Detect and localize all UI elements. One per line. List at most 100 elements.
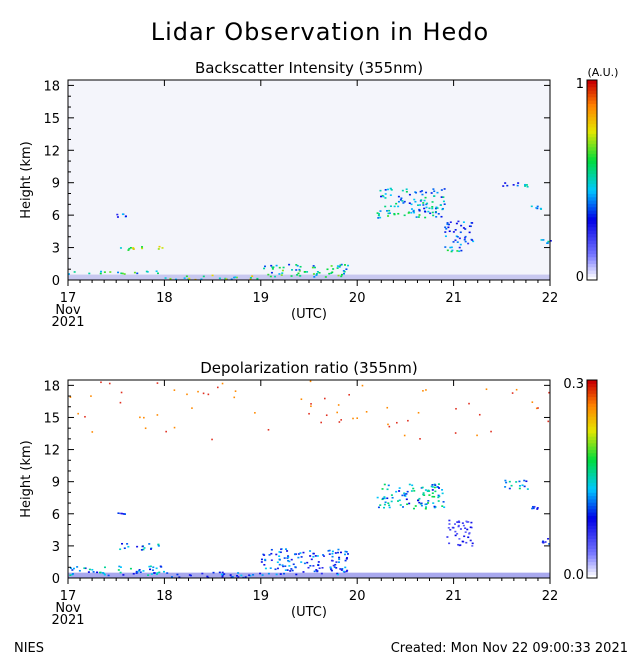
feature-dot xyxy=(164,277,167,279)
y-tick-label: 3 xyxy=(52,540,60,555)
feature-dot xyxy=(434,484,437,486)
feature-11 xyxy=(69,380,550,441)
colorbar-step xyxy=(587,574,597,579)
feature-dot xyxy=(418,209,421,212)
feature-dot xyxy=(386,497,389,500)
feature-dot xyxy=(122,574,125,576)
feature-dot xyxy=(403,434,406,437)
feature-6 xyxy=(376,483,446,510)
feature-1 xyxy=(68,270,159,275)
feature-dot xyxy=(462,524,465,527)
feature-dot xyxy=(312,565,315,567)
feature-dot xyxy=(398,499,401,502)
feature-dot xyxy=(278,558,281,561)
feature-dot xyxy=(411,484,414,487)
feature-dot xyxy=(433,190,436,193)
feature-dot xyxy=(331,552,334,555)
feature-dot xyxy=(401,189,404,192)
feature-dot xyxy=(524,183,527,186)
feature-dot xyxy=(458,544,461,547)
feature-dot xyxy=(458,250,461,253)
colorbar-frame xyxy=(586,79,598,281)
feature-dot xyxy=(468,532,471,534)
feature-dot xyxy=(206,575,209,578)
feature-dot xyxy=(531,507,534,510)
colorbar-step xyxy=(587,243,597,248)
feature-1 xyxy=(69,565,166,577)
feature-dot xyxy=(284,569,287,571)
feature-dot xyxy=(308,412,310,415)
feature-dot xyxy=(393,213,396,216)
feature-dot xyxy=(536,508,539,510)
feature-dot xyxy=(120,272,123,275)
feature-dot xyxy=(138,570,141,572)
feature-dot xyxy=(429,212,432,215)
feature-dot xyxy=(202,275,205,278)
colorbar-step xyxy=(587,505,597,510)
feature-dot xyxy=(537,407,539,409)
feature-dot xyxy=(334,563,337,566)
feature-dot xyxy=(297,556,300,559)
colorbar-step xyxy=(587,488,597,493)
feature-dot xyxy=(287,559,290,562)
feature-dot xyxy=(379,189,382,192)
feature-dot xyxy=(412,210,415,213)
feature-dot xyxy=(416,204,419,206)
colorbar-step xyxy=(587,246,597,251)
colorbar-step xyxy=(587,223,597,228)
feature-dot xyxy=(256,277,259,280)
feature-dot xyxy=(422,202,425,204)
colorbar-step xyxy=(587,183,597,188)
feature-dot xyxy=(153,572,156,574)
x-tick-label: 22 xyxy=(542,589,559,604)
feature-dot xyxy=(331,550,334,553)
feature-dot xyxy=(452,231,455,233)
feature-dot xyxy=(546,242,549,244)
colorbar-min-label: 0 xyxy=(576,270,584,285)
colorbar-step xyxy=(587,525,597,530)
feature-dot xyxy=(329,566,332,569)
feature-dot xyxy=(455,407,457,410)
feature-dot xyxy=(230,576,233,578)
feature-dot xyxy=(419,190,422,193)
feature-dot xyxy=(285,548,288,550)
feature-dot xyxy=(387,215,390,217)
colorbar-step xyxy=(587,210,597,214)
feature-dot xyxy=(430,192,433,194)
feature-dot xyxy=(376,496,379,499)
colorbar-step xyxy=(587,472,597,477)
feature-dot xyxy=(521,484,524,487)
feature-dot xyxy=(458,538,461,540)
feature-dot xyxy=(327,550,330,552)
feature-dot xyxy=(287,555,290,557)
feature-dot xyxy=(424,507,427,510)
feature-dot xyxy=(343,264,346,266)
colorbar-step xyxy=(587,90,597,94)
feature-dot xyxy=(424,489,427,491)
feature-dot xyxy=(295,573,298,576)
feature-dot xyxy=(84,415,86,418)
feature-dot xyxy=(163,570,166,573)
feature-dot xyxy=(120,512,123,515)
feature-dot xyxy=(399,199,402,201)
colorbar-step xyxy=(587,564,597,569)
feature-dot xyxy=(412,487,415,490)
feature-dot xyxy=(218,277,221,280)
feature-dot xyxy=(476,434,478,437)
feature-dot xyxy=(315,569,318,571)
feature-dot xyxy=(389,187,392,190)
feature-dot xyxy=(389,205,392,208)
feature-dot xyxy=(422,493,425,496)
feature-dot xyxy=(342,570,345,573)
feature-dot xyxy=(133,271,136,274)
feature-dot xyxy=(428,490,431,492)
colorbar-step xyxy=(587,452,597,457)
feature-dot xyxy=(405,188,408,191)
feature-dot xyxy=(443,188,446,190)
feature-dot xyxy=(437,494,440,497)
feature-dot xyxy=(337,404,340,406)
feature-dot xyxy=(456,521,459,523)
feature-7 xyxy=(444,220,475,249)
feature-dot xyxy=(449,221,452,224)
colorbar-step xyxy=(587,558,597,563)
